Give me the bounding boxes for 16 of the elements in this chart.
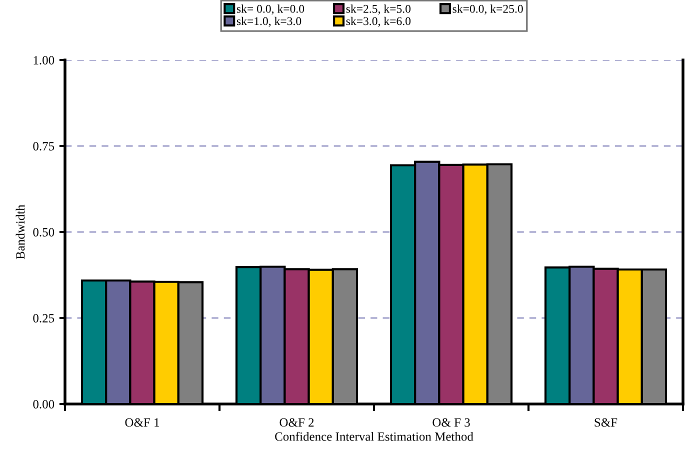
legend-label: sk=0.0, k=25.0 [452,4,523,15]
legend-label: sk=2.5, k=5.0 [346,4,411,15]
legend-label: sk=3.0, k=6.0 [346,16,411,27]
legend-label: sk=1.0, k=3.0 [236,16,302,27]
y-tick-label: 0.50 [33,228,54,237]
y-tick-label: 0.75 [33,142,54,151]
x-axis-title: Confidence Interval Estimation Method [275,432,474,441]
y-tick-label: 0.00 [33,400,54,409]
y-tick-label: 0.25 [33,314,54,323]
y-axis-title: Bandwidth [16,204,25,260]
x-tick-label: S&F [594,418,618,427]
x-tick-label: O& F 3 [432,418,470,427]
y-tick-label: 1.00 [34,56,54,65]
x-tick-label: O&F 2 [280,418,314,427]
x-tick-label: O&F 1 [125,418,160,427]
legend-label: sk= 0.0, k=0.0 [236,4,304,15]
